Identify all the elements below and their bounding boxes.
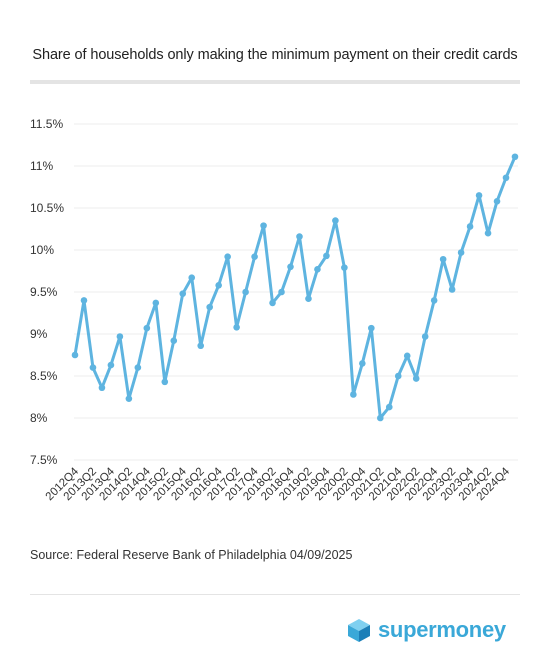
data-point — [394, 372, 402, 380]
y-tick-label: 11.5% — [30, 117, 63, 131]
data-point — [448, 286, 456, 293]
data-point — [376, 414, 384, 422]
data-point — [224, 253, 231, 261]
data-point — [385, 403, 393, 411]
y-tick-label: 8% — [30, 411, 48, 425]
chart-title: Share of households only making the mini… — [32, 47, 518, 63]
y-tick-label: 10.5% — [30, 201, 64, 215]
data-point — [314, 266, 321, 273]
footer-divider — [30, 594, 520, 595]
data-point — [475, 192, 483, 199]
data-point — [341, 264, 348, 271]
y-tick-label: 9.5% — [30, 285, 58, 299]
data-point — [332, 217, 339, 224]
y-axis-tick-labels: 7.5% 8% 8.5% 9% 9.5% 10% 10.5% 11% 11.5% — [30, 117, 64, 467]
source-note: Source: Federal Reserve Bank of Philadel… — [30, 548, 353, 562]
data-point — [179, 290, 187, 297]
data-point — [430, 297, 438, 304]
data-point — [206, 303, 213, 311]
y-tick-label: 7.5% — [30, 453, 58, 467]
data-point — [350, 391, 357, 398]
data-point — [89, 364, 97, 371]
data-point — [502, 174, 510, 182]
x-axis-tick-labels: 2012Q42013Q22013Q42014Q22014Q42015Q22015… — [44, 465, 513, 503]
gridlines — [74, 123, 518, 461]
data-point — [242, 288, 249, 296]
data-point — [368, 324, 375, 332]
y-tick-label: 10% — [30, 243, 54, 257]
data-point — [287, 263, 294, 271]
data-point — [161, 378, 169, 386]
data-point — [152, 299, 160, 307]
data-point — [493, 197, 501, 205]
data-point — [116, 333, 124, 340]
data-point — [197, 342, 205, 350]
data-point — [107, 361, 115, 369]
data-point — [403, 352, 411, 360]
data-point — [71, 351, 79, 359]
data-point — [296, 233, 303, 240]
data-point — [466, 223, 474, 230]
data-point — [125, 395, 133, 402]
data-point — [278, 288, 285, 296]
brand-logo[interactable]: supermoney — [346, 616, 506, 644]
data-points — [71, 153, 519, 422]
data-point — [457, 249, 465, 256]
cube-logo-icon — [348, 619, 370, 642]
data-point — [98, 384, 106, 392]
title-divider — [30, 80, 520, 84]
y-tick-label: 11% — [30, 159, 53, 173]
data-point — [215, 281, 222, 289]
data-point — [251, 253, 258, 261]
y-tick-label: 8.5% — [30, 369, 58, 383]
data-point — [412, 375, 420, 382]
data-point — [305, 295, 312, 303]
data-point — [269, 299, 276, 307]
data-point — [323, 252, 330, 260]
data-point — [439, 255, 447, 263]
line-chart: 7.5% 8% 8.5% 9% 9.5% 10% 10.5% 11% 11.5% 2012Q42… — [30, 117, 519, 503]
data-point — [260, 222, 267, 229]
data-point — [134, 364, 142, 371]
data-point — [359, 360, 366, 367]
data-point — [233, 323, 240, 331]
brand-name: supermoney — [378, 617, 506, 642]
data-point — [511, 153, 519, 161]
y-tick-label: 9% — [30, 327, 48, 341]
data-point — [484, 229, 492, 237]
data-point — [143, 324, 151, 332]
data-point — [170, 337, 178, 345]
series-line — [73, 156, 517, 420]
data-point — [421, 333, 429, 340]
data-point — [188, 274, 196, 282]
data-point — [80, 297, 88, 304]
